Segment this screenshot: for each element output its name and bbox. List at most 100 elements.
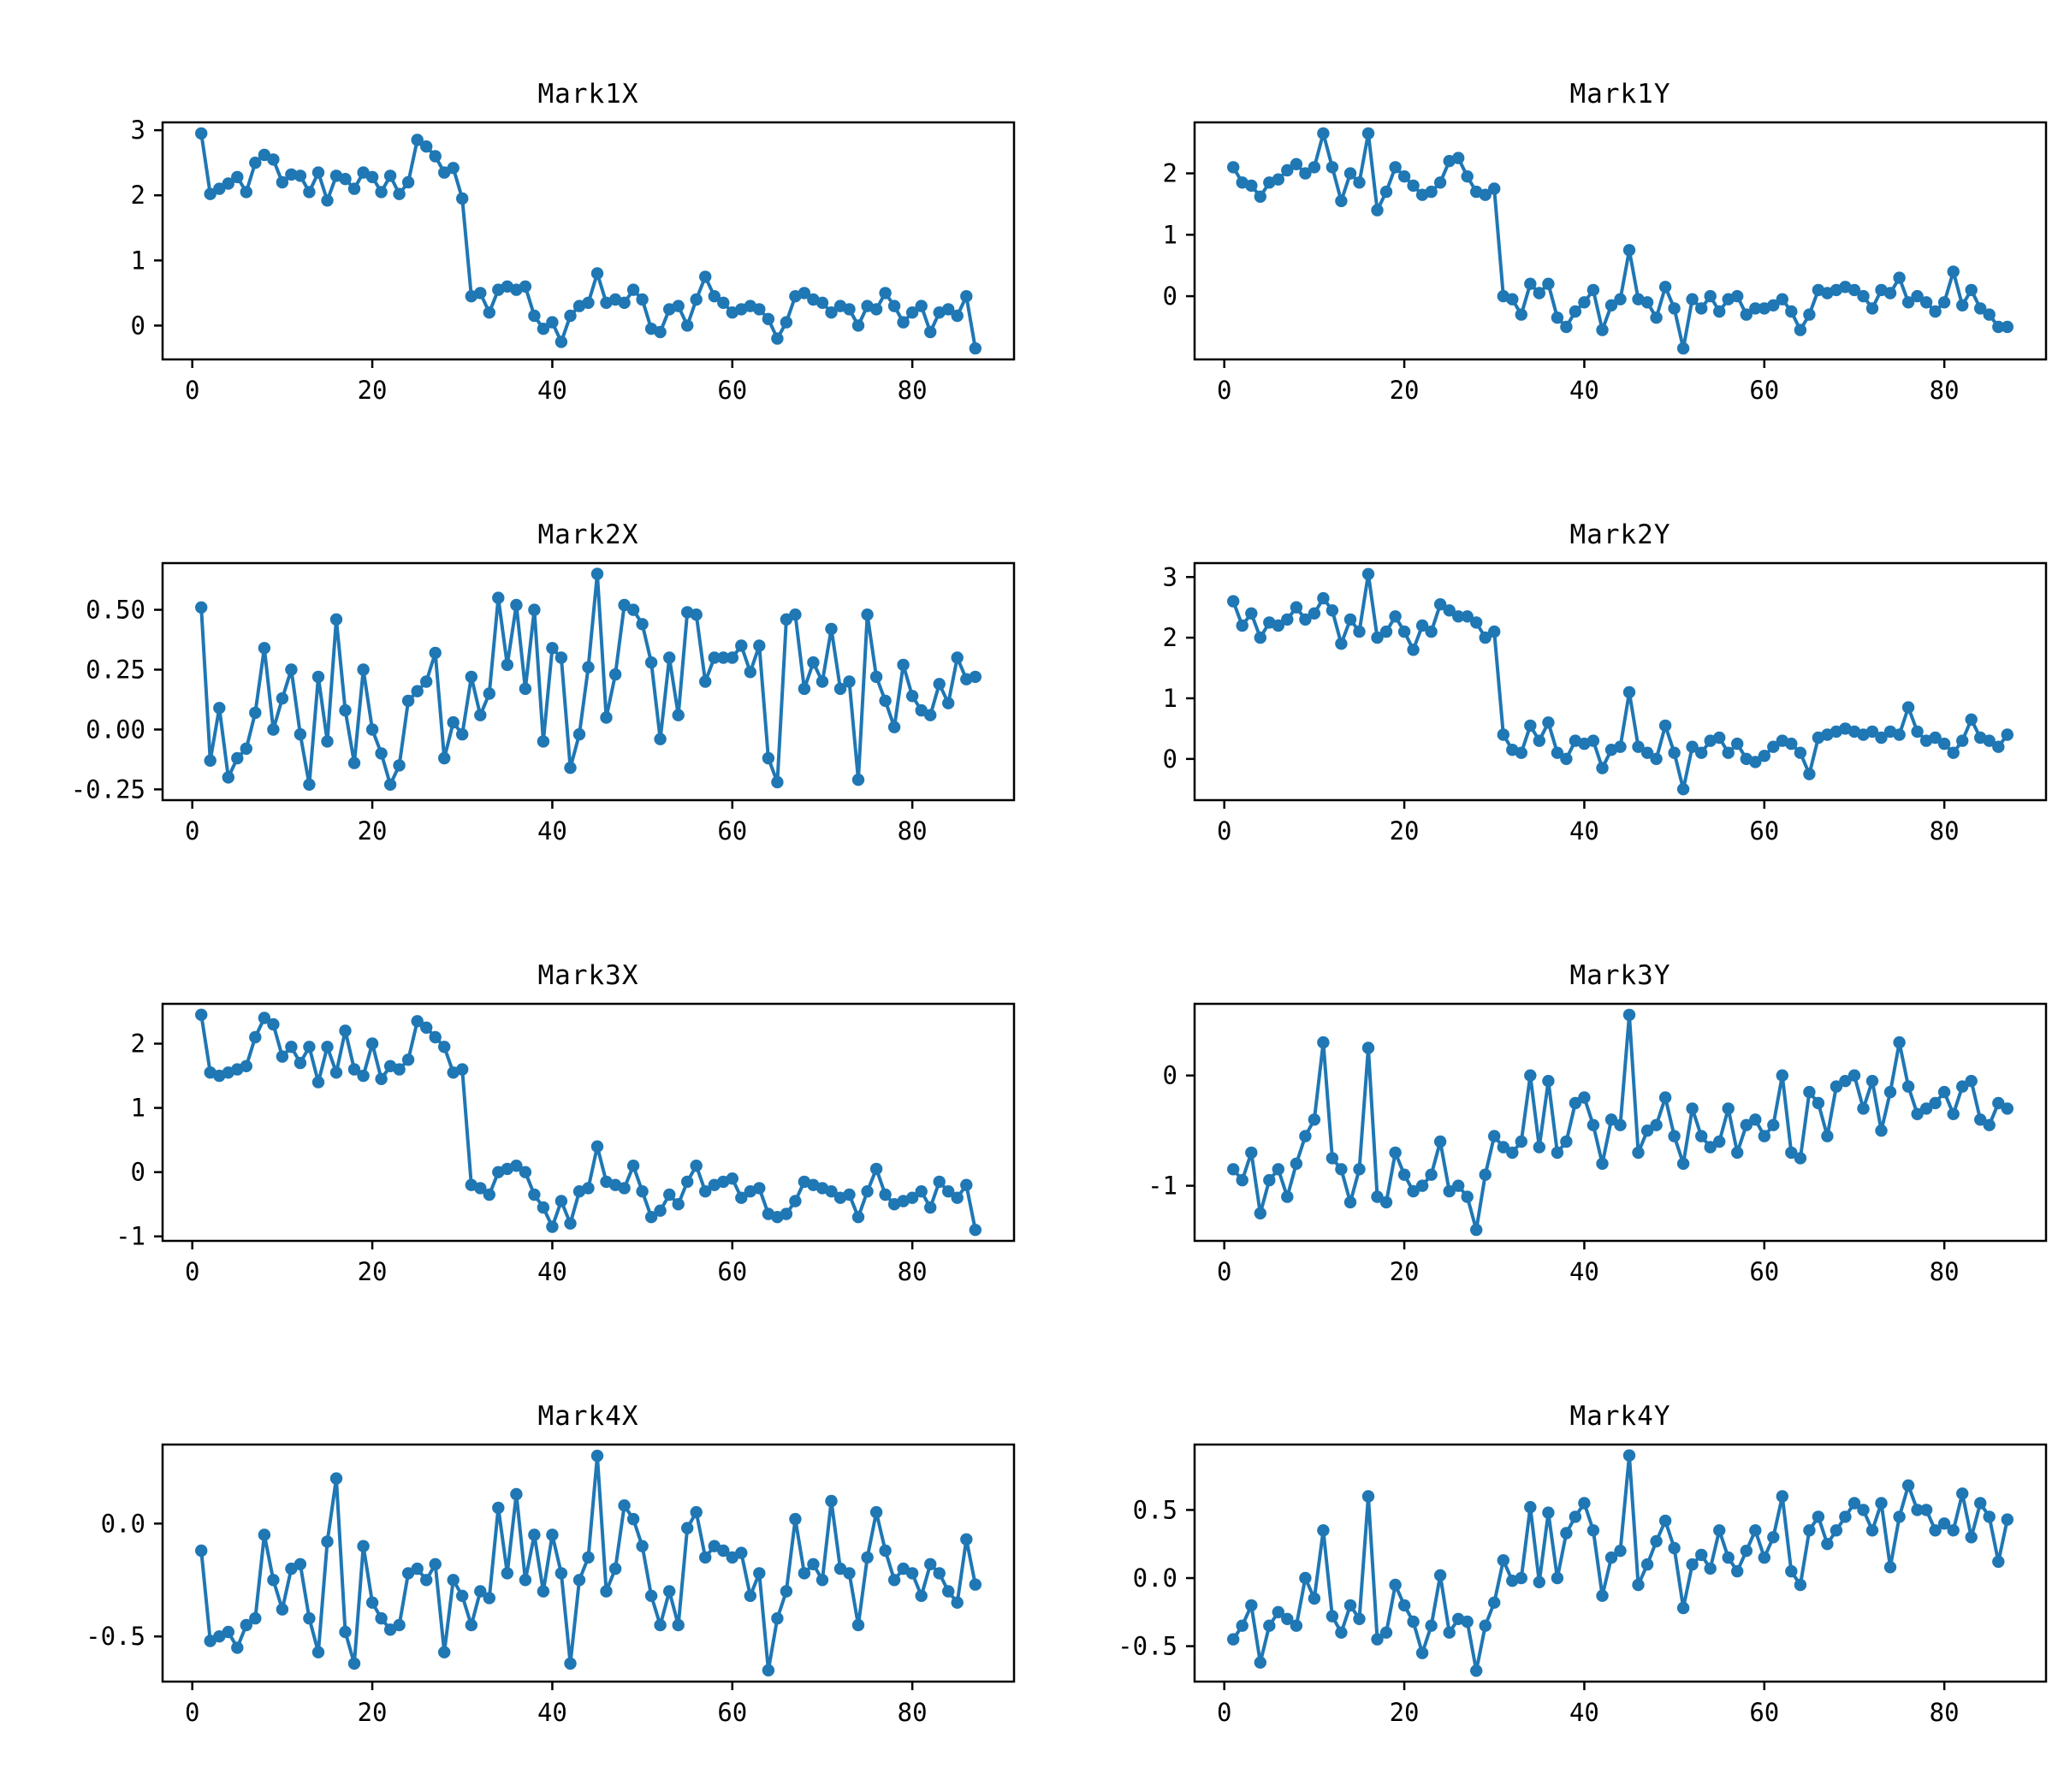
data-point-marker: [1937, 737, 1951, 751]
data-point-marker: [1371, 204, 1384, 217]
data-point-marker: [933, 1175, 946, 1189]
data-point-marker: [492, 591, 505, 604]
data-point-marker: [1947, 1524, 1960, 1537]
data-point-marker: [690, 1160, 703, 1172]
data-point-marker: [1272, 619, 1284, 632]
data-point-marker: [1361, 1490, 1375, 1503]
data-point-marker: [1911, 1107, 1924, 1120]
data-point-marker: [1326, 161, 1339, 174]
data-point-marker: [915, 1589, 928, 1602]
data-point-marker: [1272, 1605, 1284, 1618]
data-point-marker: [420, 1021, 433, 1034]
data-point-marker: [276, 175, 289, 189]
data-point-marker: [1848, 1497, 1861, 1510]
data-point-marker: [1542, 1075, 1555, 1088]
data-point-marker: [1461, 1615, 1474, 1629]
data-point-marker: [699, 675, 712, 688]
data-point-marker: [1785, 1564, 1798, 1578]
data-point-marker: [1911, 1504, 1924, 1516]
data-point-marker: [1533, 734, 1545, 747]
data-point-marker: [1443, 1184, 1456, 1198]
data-point-marker: [465, 1618, 477, 1632]
data-point-marker: [365, 170, 379, 184]
data-point-marker: [1604, 1113, 1618, 1126]
data-point-marker: [1875, 1124, 1888, 1137]
data-point-marker: [1865, 1524, 1879, 1537]
data-point-marker: [1875, 1497, 1888, 1510]
data-point-marker: [1740, 1545, 1753, 1558]
data-point-marker: [204, 187, 216, 200]
data-point-marker: [483, 1188, 495, 1202]
data-point-marker: [195, 1544, 208, 1558]
axes-spines: [161, 1443, 1016, 1683]
data-point-marker: [375, 747, 388, 760]
data-point-marker: [1281, 163, 1294, 177]
data-series: [195, 1450, 982, 1676]
data-point-marker: [942, 303, 955, 316]
data-point-marker: [951, 651, 964, 664]
data-point-marker: [339, 1024, 352, 1037]
data-point-marker: [861, 1551, 874, 1564]
data-point-marker: [429, 646, 442, 660]
data-point-marker: [1686, 1558, 1699, 1571]
data-point-marker: [365, 1596, 379, 1609]
data-point-marker: [401, 1053, 415, 1066]
data-point-marker: [1992, 320, 2005, 334]
data-point-marker: [1488, 182, 1501, 195]
data-point-marker: [717, 296, 730, 309]
data-point-marker: [546, 316, 559, 329]
data-point-marker: [1379, 1196, 1393, 1209]
data-point-marker: [1731, 1564, 1744, 1578]
data-point-marker: [2001, 1513, 2014, 1526]
data-point-marker: [1317, 127, 1330, 140]
data-point-marker: [915, 300, 928, 312]
data-point-marker: [1397, 170, 1411, 183]
x-tick-label: 40: [537, 1698, 567, 1727]
data-point-marker: [1731, 1146, 1744, 1160]
data-point-marker: [843, 675, 856, 688]
data-point-marker: [474, 1182, 487, 1195]
data-point-marker: [447, 1574, 460, 1587]
data-point-marker: [1515, 1135, 1527, 1148]
data-point-marker: [1542, 277, 1555, 290]
data-point-marker: [1911, 725, 1924, 739]
data-point-marker: [1326, 1152, 1339, 1165]
data-point-marker: [789, 1195, 802, 1208]
data-point-marker: [267, 723, 280, 736]
data-point-marker: [1578, 296, 1591, 309]
data-point-marker: [636, 1185, 649, 1198]
y-tick-label: 0: [131, 1158, 145, 1187]
x-tick-label: 60: [717, 376, 747, 405]
data-point-marker: [438, 1041, 451, 1053]
data-point-marker: [303, 1041, 316, 1053]
data-point-marker: [1947, 265, 1960, 278]
data-point-marker: [897, 316, 910, 329]
chart-title-mark1y: Mark1Y: [1569, 79, 1671, 110]
data-point-marker: [1937, 1517, 1951, 1530]
data-point-marker: [465, 670, 477, 684]
data-point-marker: [1254, 1656, 1266, 1669]
data-point-marker: [267, 153, 280, 166]
data-point-marker: [401, 175, 415, 189]
data-point-marker: [1857, 1504, 1870, 1516]
data-point-marker: [1397, 1599, 1411, 1612]
y-tick-label: 0.0: [1133, 1564, 1177, 1593]
data-point-marker: [1551, 1146, 1564, 1160]
data-point-marker: [1415, 1179, 1429, 1192]
data-point-marker: [1281, 1612, 1294, 1625]
x-tick-label: 20: [1390, 1698, 1420, 1727]
data-point-marker: [555, 335, 568, 348]
plot-area-mark2y: 0 20 40 60 80 0 1 2 3: [1163, 561, 2048, 846]
data-point-marker: [897, 658, 910, 672]
data-point-marker: [1676, 783, 1690, 796]
data-point-marker: [492, 1501, 505, 1515]
data-point-marker: [1299, 1130, 1312, 1142]
data-point-marker: [626, 283, 640, 296]
data-point-marker: [240, 742, 252, 755]
data-point-marker: [1353, 176, 1366, 189]
data-point-marker: [1371, 1190, 1384, 1203]
data-point-marker: [699, 1185, 712, 1198]
plot-area-mark3x: 0 20 40 60 80 -1 0 1 2: [116, 1002, 1016, 1286]
data-point-marker: [195, 601, 208, 614]
data-point-marker: [411, 1562, 424, 1575]
